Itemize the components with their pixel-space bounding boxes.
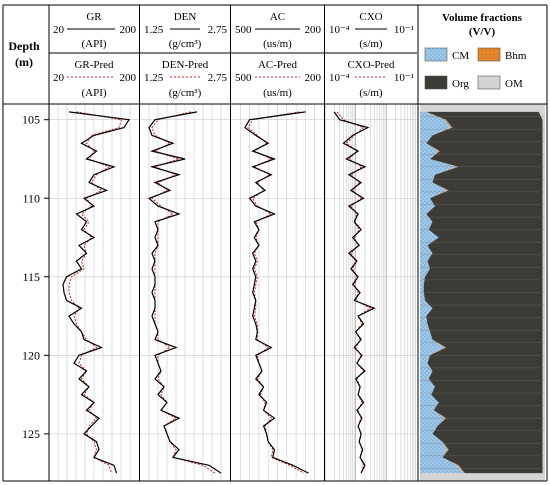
track-2-pred-unit: (us/m)	[263, 87, 292, 99]
vf-legend-label-cm: CM	[452, 50, 469, 62]
track-1-pred-series	[151, 111, 216, 474]
depth-unit: (m)	[15, 55, 33, 69]
track-0-plot	[49, 104, 139, 481]
track-2-plot	[231, 104, 324, 481]
track-2-pred-max: 200	[305, 72, 322, 84]
track-plots	[49, 104, 417, 481]
track-3-pred-name: CXO-Pred	[347, 59, 395, 71]
track-2-min: 500	[235, 24, 252, 36]
vf-unit: (V/V)	[469, 26, 496, 38]
track-2-pred-min: 500	[235, 72, 252, 84]
track-0-pred-name: GR-Pred	[74, 59, 114, 71]
track-1-measured-series	[147, 111, 222, 474]
track-1-pred-name: DEN-Pred	[162, 59, 209, 71]
track-1-pred-min: 1.25	[144, 72, 164, 84]
track-3-pred-series	[336, 111, 372, 474]
track-1-unit: (g/cm³)	[169, 38, 202, 50]
track-1-max: 2.75	[208, 24, 228, 36]
track-0-unit: (API)	[81, 38, 106, 50]
depth-tick-label: 105	[22, 113, 40, 127]
vf-legend: CM Bhm Org OM	[424, 47, 527, 90]
vf-title: Volume fractions	[442, 12, 523, 24]
track-0-pred-max: 200	[120, 72, 137, 84]
track-1-name: DEN	[174, 11, 197, 23]
vf-legend-swatch-cm	[424, 47, 448, 62]
depth-tick-label: 115	[22, 270, 40, 284]
track-2-name: AC	[270, 11, 285, 23]
track-2-max: 200	[305, 24, 322, 36]
depth-tick-label: 125	[22, 427, 40, 441]
track-2-measured-series	[244, 111, 309, 474]
track-2-pred-name: AC-Pred	[258, 59, 298, 71]
track-0-min: 20	[53, 24, 65, 36]
figure-frame	[2, 4, 548, 482]
track-3-name: CXO	[359, 11, 382, 23]
track-3-plot	[325, 104, 417, 481]
track-3-pred-unit: (s/m)	[359, 87, 383, 99]
track-2-unit: (us/m)	[263, 38, 292, 50]
vf-legend-swatch-org	[424, 75, 448, 90]
track-3-pred-min: 10⁻⁴	[329, 72, 350, 84]
vf-legend-swatch-om	[477, 75, 501, 90]
track-1-pred-max: 2.75	[208, 72, 228, 84]
vf-om-fill	[538, 111, 545, 474]
depth-tick-label: 110	[22, 191, 40, 205]
track-3-measured-series	[333, 111, 376, 474]
track-3-max: 10⁻¹	[394, 24, 414, 36]
depth-label: Depth	[8, 39, 40, 53]
track-0-measured-series	[62, 111, 131, 474]
vf-plot	[420, 104, 545, 481]
track-1-min: 1.25	[144, 24, 164, 36]
vf-legend-label-om: OM	[505, 78, 523, 90]
vf-legend-label-org: Org	[452, 78, 469, 90]
track-1-plot	[140, 104, 230, 481]
vf-legend-label-bhm: Bhm	[505, 50, 527, 62]
track-3-pred-max: 10⁻¹	[394, 72, 414, 84]
depth-tick-label: 120	[22, 348, 40, 362]
track-3-unit: (s/m)	[359, 38, 383, 50]
track-0-pred-min: 20	[53, 72, 65, 84]
track-headers: GR 20 200 (API) GR-Pred 20 200 (API) DEN 1.25 2.75…	[53, 11, 414, 99]
track-1-pred-unit: (g/cm³)	[169, 87, 202, 99]
track-0-name: GR	[86, 11, 102, 23]
depth-axis: 105 110 115 120 125	[22, 113, 49, 441]
track-3-min: 10⁻⁴	[329, 24, 350, 36]
track-0-max: 200	[120, 24, 137, 36]
vf-cm-area	[420, 111, 464, 474]
vf-legend-swatch-bhm	[477, 47, 501, 62]
track-0-pred-unit: (API)	[81, 87, 106, 99]
